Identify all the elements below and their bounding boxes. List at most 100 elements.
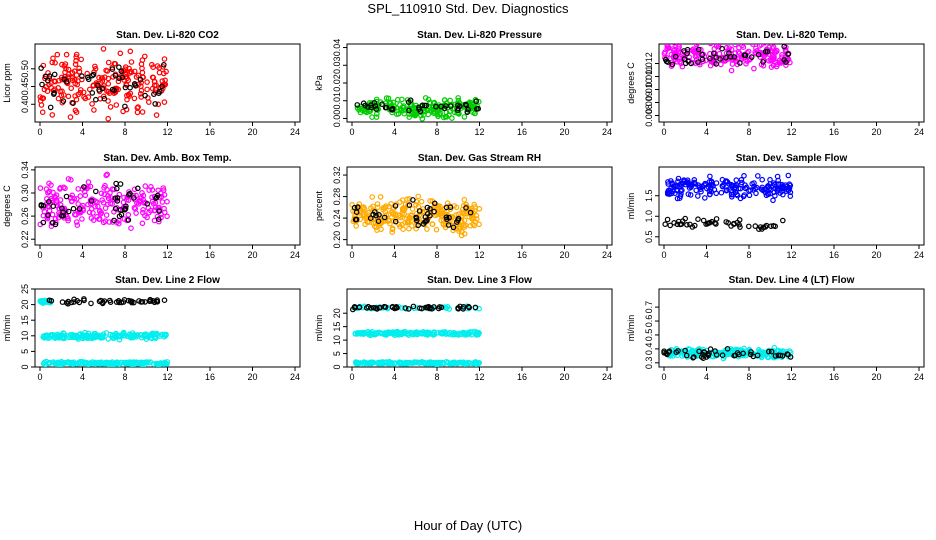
points-boxtemp <box>37 171 170 232</box>
data-point <box>707 173 713 180</box>
data-point <box>140 192 147 199</box>
data-point <box>39 109 46 116</box>
data-point <box>373 212 379 219</box>
data-point <box>393 111 400 118</box>
data-point <box>463 205 469 211</box>
data-point <box>424 226 430 232</box>
x-tick-label: 20 <box>559 372 569 382</box>
data-point <box>405 306 412 312</box>
x-tick-label: 12 <box>474 372 484 382</box>
data-point <box>424 211 431 217</box>
data-point <box>56 77 62 84</box>
x-tick-label: 4 <box>80 372 85 382</box>
data-point <box>96 74 102 81</box>
data-point <box>695 59 701 65</box>
data-point <box>148 207 154 214</box>
data-point <box>440 359 446 366</box>
data-point <box>737 224 743 230</box>
data-point <box>351 204 358 211</box>
data-point <box>128 332 135 339</box>
x-tick-label: 16 <box>205 372 215 382</box>
data-point <box>676 195 683 202</box>
data-point <box>768 56 774 63</box>
data-point <box>787 354 794 360</box>
data-point <box>476 206 483 212</box>
data-point <box>417 108 424 115</box>
x-tick-label: 16 <box>829 372 839 382</box>
data-point <box>109 66 116 72</box>
y-tick-label: 0.22 <box>20 230 30 248</box>
data-point <box>387 220 393 227</box>
data-point <box>131 205 138 211</box>
data-point <box>47 104 54 111</box>
data-point <box>688 182 695 188</box>
data-point <box>676 44 682 50</box>
x-tick-label: 8 <box>122 127 127 137</box>
data-point <box>460 303 467 310</box>
x-tick-label: 0 <box>37 127 42 137</box>
x-tick-label: 20 <box>871 250 881 260</box>
data-point <box>144 79 150 85</box>
data-point <box>751 65 757 72</box>
data-point <box>72 107 79 114</box>
y-tick-label: 0.012 <box>644 52 654 75</box>
data-point <box>105 115 112 122</box>
data-point <box>742 52 749 59</box>
data-point <box>52 215 59 222</box>
data-point <box>441 304 448 310</box>
data-point <box>86 209 93 216</box>
data-point <box>465 359 471 366</box>
data-point <box>134 105 141 111</box>
x-tick-label: 24 <box>914 127 924 137</box>
data-point <box>152 204 159 211</box>
data-point <box>74 222 81 229</box>
x-tick-label: 24 <box>290 372 300 382</box>
data-point <box>65 217 71 224</box>
data-point <box>706 219 713 226</box>
data-point <box>461 224 468 231</box>
y-tick-label: 0.01 <box>332 92 342 110</box>
y-tick-label: 0.28 <box>332 188 342 206</box>
data-point <box>424 304 431 311</box>
x-tick-label: 4 <box>392 372 397 382</box>
y-tick-label: 0.03 <box>332 57 342 75</box>
data-point <box>392 203 399 209</box>
data-point <box>719 352 726 359</box>
data-point <box>740 44 747 51</box>
points-line3 <box>349 303 483 367</box>
data-point <box>37 298 44 305</box>
data-point <box>768 348 775 355</box>
data-point <box>367 360 374 366</box>
data-point <box>134 109 141 116</box>
x-tick-label: 8 <box>122 250 127 260</box>
data-point <box>65 93 72 100</box>
x-tick-label: 8 <box>746 250 751 260</box>
data-point <box>473 331 480 338</box>
x-tick-label: 24 <box>602 250 612 260</box>
data-point <box>765 354 772 361</box>
data-point <box>693 47 700 54</box>
x-axis-label: Hour of Day (UTC) <box>413 518 523 533</box>
chart-title: Stan. Dev. Li-820 CO2 <box>116 30 219 41</box>
data-point <box>781 57 788 63</box>
data-point <box>728 223 734 229</box>
x-tick-label: 4 <box>80 250 85 260</box>
data-point <box>38 202 45 208</box>
data-point <box>746 192 753 199</box>
y-tick-label: 0.7 <box>644 301 654 314</box>
data-point <box>71 299 77 305</box>
data-point <box>449 214 455 221</box>
data-point <box>770 197 776 204</box>
data-point <box>45 212 51 219</box>
data-point <box>713 180 720 186</box>
data-point <box>412 112 419 119</box>
data-point <box>116 64 122 71</box>
x-tick-label: 12 <box>162 372 172 382</box>
data-point <box>427 304 433 311</box>
data-point <box>465 329 472 336</box>
x-tick-label: 20 <box>247 372 257 382</box>
data-point <box>81 297 87 304</box>
data-point <box>393 305 399 311</box>
data-point <box>131 299 137 306</box>
data-point <box>161 56 168 62</box>
